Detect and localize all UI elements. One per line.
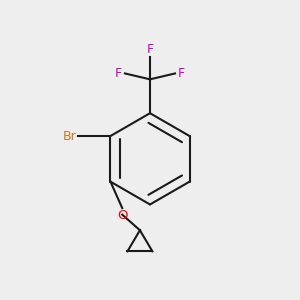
Text: F: F [178, 67, 185, 80]
Text: F: F [146, 43, 154, 56]
Text: Br: Br [63, 130, 76, 142]
Text: O: O [117, 209, 128, 222]
Text: F: F [115, 67, 122, 80]
